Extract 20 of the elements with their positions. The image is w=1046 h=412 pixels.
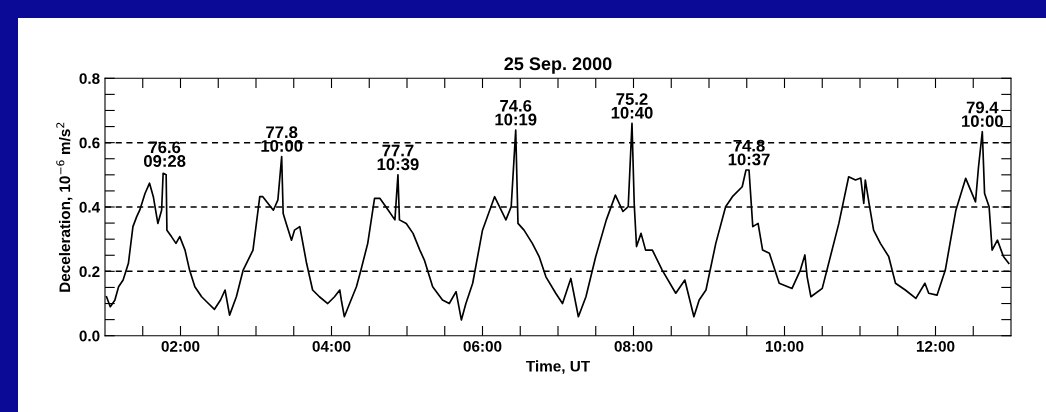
annotation: 74.6 10:19	[495, 99, 537, 126]
y-tick-label: 0.8	[79, 73, 100, 84]
x-tick-label: 12:00	[916, 340, 955, 352]
annotation: 75.2 10:40	[611, 93, 653, 119]
y-tick-label: 0.2	[79, 266, 100, 278]
annotation: 77.8 10:00	[261, 126, 303, 152]
y-tick-label: 0.4	[79, 201, 101, 213]
y-tick-label: 0.6	[79, 137, 100, 149]
x-tick-label: 02:00	[161, 340, 200, 352]
x-tick-label: 08:00	[614, 340, 653, 352]
x-tick-label: 04:00	[312, 340, 351, 352]
x-tick-label: 10:00	[765, 340, 804, 352]
annotation: 74.8 10:37	[728, 139, 770, 166]
y-tick-label: 0.0	[79, 330, 100, 342]
x-axis-title: Time, UT	[526, 360, 590, 374]
chart-title: 25 Sep. 2000	[504, 57, 612, 74]
annotation: 77.7 10:39	[377, 144, 419, 171]
x-tick-label: 06:00	[463, 340, 502, 352]
annotation: 79.4 10:00	[962, 101, 1003, 128]
y-axis-title: Deceleration, 10$^{−6}$ m/s$^{2}$	[56, 122, 73, 292]
